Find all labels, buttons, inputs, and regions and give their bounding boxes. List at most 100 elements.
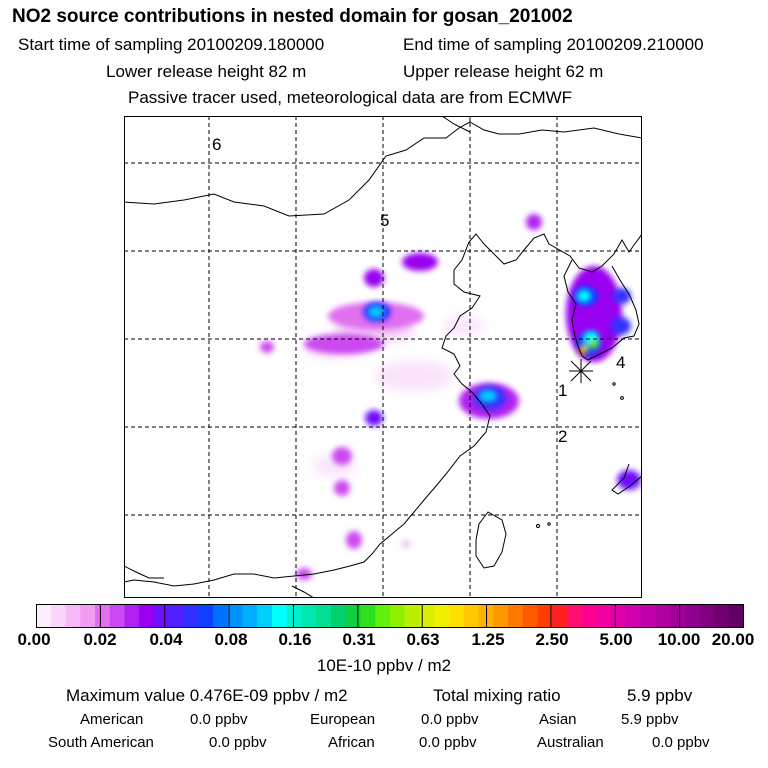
- tracer-note-text: Passive tracer used, meteorological data…: [128, 88, 573, 107]
- legend-swatch: [183, 604, 199, 628]
- plume-band: [402, 253, 438, 271]
- legend-tick: 20.00: [711, 630, 755, 649]
- legend-units: 10E-10 ppbv / m2: [316, 656, 452, 675]
- legend-swatch: [463, 604, 479, 628]
- legend-tick: 0.16: [278, 630, 312, 649]
- legend-swatch: [685, 604, 701, 628]
- legend-tick: 0.04: [149, 630, 183, 649]
- plume-band: [304, 334, 384, 354]
- max-value-text: Maximum value 0.476E-09 ppbv / m2: [66, 686, 348, 705]
- legend-tick: 10.00: [657, 630, 701, 649]
- european-value: 0.0 ppbv: [421, 711, 479, 728]
- legend-swatch: [655, 604, 671, 628]
- legend-swatch: [272, 604, 288, 628]
- region-label-1: 1: [558, 381, 567, 400]
- legend-swatch: [50, 604, 66, 628]
- legend-swatch: [493, 604, 509, 628]
- legend-swatch: [331, 604, 347, 628]
- plume-haze: [444, 316, 484, 336]
- end-sampling-text: End time of sampling 20100209.210000: [403, 35, 704, 54]
- legend-swatch: [213, 604, 229, 628]
- plume-band: [334, 480, 350, 496]
- plume-band: [365, 410, 383, 426]
- legend-swatch: [124, 604, 140, 628]
- legend-tick: 1.25: [471, 630, 505, 649]
- total-mixing-label: Total mixing ratio: [433, 686, 561, 705]
- legend-swatch: [286, 604, 302, 628]
- legend-swatch: [301, 604, 317, 628]
- legend-swatch: [154, 604, 170, 628]
- legend-swatch: [360, 604, 376, 628]
- plume-band: [346, 531, 362, 549]
- australian-label: Australian: [537, 734, 604, 751]
- legend-swatch: [567, 604, 583, 628]
- legend-swatch: [36, 604, 52, 628]
- map-frame: [124, 116, 642, 598]
- legend-swatch: [714, 604, 730, 628]
- legend-tick: 0.08: [214, 630, 248, 649]
- plume-core: [613, 288, 631, 304]
- lat-lon-grid: [124, 116, 642, 598]
- legend-tick: 5.00: [599, 630, 633, 649]
- legend-swatch: [80, 604, 96, 628]
- legend-swatch: [640, 604, 656, 628]
- legend-swatch: [227, 604, 243, 628]
- asian-value: 5.9 ppbv: [621, 711, 679, 728]
- legend-swatch: [390, 604, 406, 628]
- legend-swatch: [257, 604, 273, 628]
- legend-swatch: [611, 604, 627, 628]
- legend-tick: 0.00: [17, 630, 51, 649]
- map-panel: 6 5 4 1 2: [124, 116, 642, 598]
- start-sampling-text: Start time of sampling 20100209.180000: [18, 35, 325, 54]
- legend-swatch: [198, 604, 214, 628]
- south-american-value: 0.0 ppbv: [209, 734, 267, 751]
- page-title: NO2 source contributions in nested domai…: [12, 6, 573, 27]
- european-label: European: [310, 711, 376, 728]
- legend-swatch: [109, 604, 125, 628]
- legend-swatch: [168, 604, 184, 628]
- legend-swatch: [581, 604, 597, 628]
- legend-swatch: [522, 604, 538, 628]
- legend-swatch: [95, 604, 111, 628]
- legend-tick: 0.31: [342, 630, 376, 649]
- plume-band: [364, 269, 384, 287]
- region-label-5: 5: [380, 211, 389, 230]
- plume-peak: [368, 306, 384, 318]
- american-label: American: [80, 711, 144, 728]
- color-legend-bar: [36, 604, 744, 628]
- total-mixing-value: 5.9 ppbv: [627, 686, 693, 705]
- african-label: African: [328, 734, 375, 751]
- legend-swatch: [699, 604, 715, 628]
- legend-swatch: [434, 604, 450, 628]
- plume-band: [332, 447, 352, 465]
- legend-swatch: [139, 604, 155, 628]
- legend-swatch: [345, 604, 361, 628]
- plume-band: [617, 470, 641, 490]
- coastlines: [124, 116, 642, 598]
- legend-tick: 0.63: [406, 630, 440, 649]
- legend-swatch: [626, 604, 642, 628]
- plume-band: [260, 341, 274, 353]
- legend-swatch: [537, 604, 553, 628]
- south-american-label: South American: [48, 734, 154, 751]
- plume-peak: [479, 390, 497, 402]
- legend-swatch: [729, 604, 744, 628]
- plume-band: [401, 540, 411, 548]
- plume-peak: [589, 339, 599, 349]
- legend-swatch: [449, 604, 465, 628]
- plume-band: [296, 568, 312, 580]
- legend-swatch: [375, 604, 391, 628]
- legend-swatch: [596, 604, 612, 628]
- plume-peak: [577, 290, 591, 302]
- legend-swatch: [419, 604, 435, 628]
- legend-swatch: [508, 604, 524, 628]
- plume-haze: [374, 360, 454, 392]
- plume-core: [611, 317, 631, 335]
- lower-release-text: Lower release height 82 m: [106, 62, 307, 81]
- asian-label: Asian: [539, 711, 577, 728]
- legend-swatch: [404, 604, 420, 628]
- upper-release-text: Upper release height 62 m: [403, 62, 604, 81]
- receptor-star-icon: [569, 359, 593, 383]
- region-label-6: 6: [212, 135, 221, 154]
- region-label-2: 2: [558, 427, 567, 446]
